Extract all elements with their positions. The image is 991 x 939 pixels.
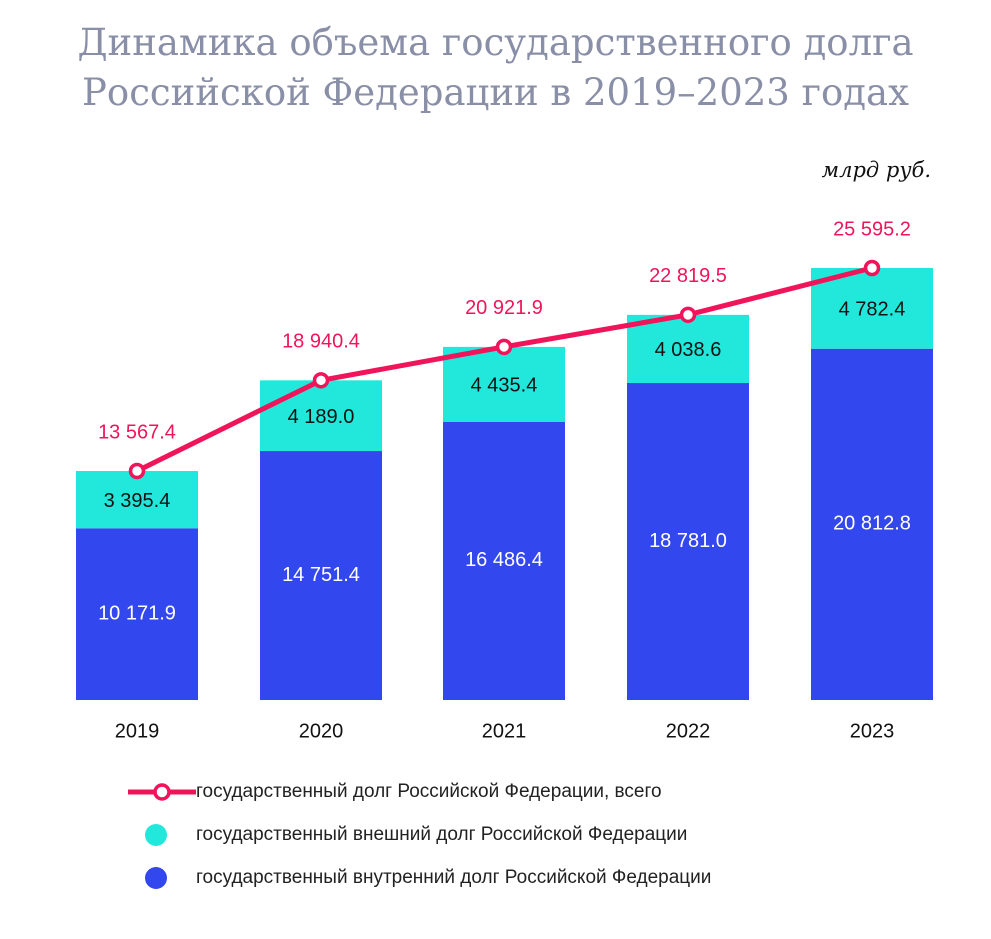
stacked-bar-line-chart: 10 171.9 3 395.4 2019 14 751.4 4 189.0 2020 16… <box>76 218 933 742</box>
legend-dot-external-icon <box>145 823 167 846</box>
total-point-2019 <box>128 462 146 480</box>
data-label-total-2021: 20 921.9 <box>465 297 543 319</box>
data-label-internal-2023: 20 812.8 <box>833 513 911 535</box>
legend-item-external: государственный внешний долг Российской … <box>128 813 711 856</box>
data-label-total-2022: 22 819.5 <box>649 265 727 287</box>
legend-line-marker-icon <box>128 782 196 801</box>
total-point-2023 <box>863 259 881 277</box>
total-point-2021 <box>495 338 513 356</box>
x-tick-label-2022: 2022 <box>666 720 711 742</box>
bar-external-2019 <box>76 471 198 529</box>
legend-item-internal: государственный внутренний долг Российск… <box>128 856 711 899</box>
data-label-internal-2021: 16 486.4 <box>465 549 543 571</box>
x-tick-label-2020: 2020 <box>299 720 344 742</box>
data-label-external-2023: 4 782.4 <box>839 299 906 321</box>
bar-external-2021 <box>443 346 565 422</box>
data-label-internal-2019: 10 171.9 <box>98 602 176 624</box>
bar-internal-2020 <box>260 451 382 700</box>
legend-label-internal: государственный внутренний долг Российск… <box>196 866 712 888</box>
x-tick-label-2021: 2021 <box>482 720 527 742</box>
data-label-external-2019: 3 395.4 <box>104 490 171 512</box>
chart-title-line-1: Динамика объема государственного долга <box>77 21 914 64</box>
data-label-external-2021: 4 435.4 <box>471 375 538 397</box>
data-label-external-2020: 4 189.0 <box>288 406 355 428</box>
legend-label-total: государственный долг Российской Федераци… <box>196 780 662 802</box>
bar-internal-2022 <box>627 383 749 700</box>
chart-title: Динамика объема государственного долга Р… <box>0 18 991 118</box>
chart-title-line-2: Российской Федерации в 2019–2023 годах <box>82 71 909 114</box>
legend-label-external: государственный внешний долг Российской … <box>196 823 688 845</box>
x-tick-label-2019: 2019 <box>115 720 160 742</box>
legend: государственный долг Российской Федераци… <box>128 770 711 899</box>
bar-internal-2023 <box>811 348 933 700</box>
bar-internal-2021 <box>443 421 565 700</box>
bar-external-2023 <box>811 268 933 349</box>
legend-dot-internal-icon <box>145 866 167 889</box>
total-point-2022 <box>679 306 697 324</box>
legend-item-total: государственный долг Российской Федераци… <box>128 770 711 813</box>
data-label-total-2020: 18 940.4 <box>282 331 360 353</box>
bar-external-2020 <box>260 380 382 452</box>
data-label-internal-2020: 14 751.4 <box>282 564 360 586</box>
bar-external-2022 <box>627 314 749 384</box>
data-label-internal-2022: 18 781.0 <box>649 530 727 552</box>
bar-internal-2019 <box>76 528 198 700</box>
data-label-total-2019: 13 567.4 <box>98 421 176 443</box>
data-label-external-2022: 4 038.6 <box>655 339 722 361</box>
total-point-2020 <box>312 372 330 389</box>
x-tick-label-2023: 2023 <box>850 720 895 742</box>
unit-label: млрд руб. <box>821 158 931 182</box>
data-label-total-2023: 25 595.2 <box>833 218 911 240</box>
